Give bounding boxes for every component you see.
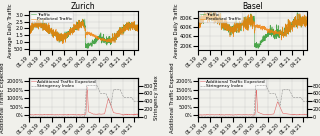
Traffic — [256, 48, 260, 49]
Title: Basel: Basel — [242, 2, 263, 11]
Additional Traffic Expected — [82, 114, 86, 115]
Traffic — [273, 32, 276, 34]
Traffic — [136, 29, 140, 30]
Predicted Traffic — [80, 22, 84, 24]
Stringency Index — [136, 100, 140, 102]
Predicted Traffic — [68, 33, 72, 35]
Traffic — [80, 21, 84, 22]
Predicted Traffic — [273, 32, 276, 33]
Predicted Traffic — [196, 24, 200, 25]
Additional Traffic Expected — [254, 89, 258, 91]
Additional Traffic Expected — [231, 114, 235, 116]
Additional Traffic Expected — [273, 111, 276, 112]
Traffic — [68, 31, 72, 32]
Additional Traffic Expected — [249, 114, 253, 116]
Predicted Traffic — [305, 22, 309, 24]
Title: Zurich: Zurich — [71, 2, 96, 11]
Predicted Traffic — [119, 34, 123, 35]
Predicted Traffic — [103, 40, 107, 42]
Line: Predicted Traffic: Predicted Traffic — [198, 8, 307, 40]
Additional Traffic Expected — [103, 110, 107, 111]
Stringency Index — [254, 85, 258, 86]
Legend: Traffic, Predicted Traffic: Traffic, Predicted Traffic — [199, 12, 242, 22]
Line: Traffic: Traffic — [198, 10, 307, 49]
Legend: Additional Traffic Expected, Stringency Index: Additional Traffic Expected, Stringency … — [199, 79, 266, 89]
Stringency Index — [84, 85, 88, 86]
Stringency Index — [305, 100, 309, 102]
Traffic — [249, 21, 253, 22]
Additional Traffic Expected — [68, 114, 72, 116]
Line: Predicted Traffic: Predicted Traffic — [29, 19, 138, 44]
Traffic — [27, 28, 31, 30]
Traffic — [305, 21, 309, 23]
Y-axis label: Additional Traffic Expected: Additional Traffic Expected — [170, 62, 175, 133]
Stringency Index — [27, 116, 31, 118]
Predicted Traffic — [27, 28, 31, 30]
Traffic — [256, 44, 260, 46]
Traffic — [83, 18, 87, 20]
Predicted Traffic — [288, 32, 292, 33]
Additional Traffic Expected — [119, 113, 123, 115]
Y-axis label: Stringency Index: Stringency Index — [154, 75, 159, 120]
Predicted Traffic — [82, 27, 86, 28]
Stringency Index — [87, 85, 91, 86]
Additional Traffic Expected — [85, 86, 89, 88]
Traffic — [87, 45, 91, 46]
Traffic — [288, 31, 292, 33]
Stringency Index — [80, 116, 84, 118]
Predicted Traffic — [249, 19, 253, 20]
Stringency Index — [237, 116, 241, 118]
Stringency Index — [119, 91, 123, 92]
Additional Traffic Expected — [196, 114, 200, 116]
Traffic — [237, 26, 241, 27]
Y-axis label: Additional Traffic Expected: Additional Traffic Expected — [0, 62, 5, 133]
Line: Additional Traffic Expected: Additional Traffic Expected — [198, 90, 307, 115]
Stringency Index — [251, 116, 255, 118]
Line: Stringency Index: Stringency Index — [29, 86, 138, 117]
Traffic — [86, 48, 90, 50]
Traffic — [196, 24, 200, 25]
Additional Traffic Expected — [27, 114, 31, 116]
Stringency Index — [273, 93, 276, 94]
Predicted Traffic — [136, 30, 140, 32]
Stringency Index — [82, 116, 86, 118]
Predicted Traffic — [87, 32, 91, 34]
Traffic — [119, 32, 123, 34]
Additional Traffic Expected — [237, 114, 241, 115]
Additional Traffic Expected — [136, 114, 140, 116]
Traffic — [82, 24, 86, 25]
Predicted Traffic — [60, 43, 64, 45]
Predicted Traffic — [251, 21, 255, 22]
Y-axis label: Average Daily Traffic: Average Daily Traffic — [174, 3, 179, 58]
Legend: Additional Traffic Expected, Stringency Index: Additional Traffic Expected, Stringency … — [30, 79, 96, 89]
Line: Additional Traffic Expected: Additional Traffic Expected — [29, 87, 138, 115]
Stringency Index — [288, 91, 292, 92]
Additional Traffic Expected — [87, 111, 91, 113]
Stringency Index — [256, 85, 260, 86]
Predicted Traffic — [38, 18, 42, 20]
Legend: Traffic, Predicted Traffic: Traffic, Predicted Traffic — [30, 12, 73, 22]
Predicted Traffic — [279, 39, 283, 41]
Predicted Traffic — [256, 24, 260, 26]
Traffic — [213, 9, 217, 10]
Predicted Traffic — [237, 27, 241, 29]
Traffic — [251, 16, 255, 17]
Stringency Index — [249, 116, 253, 118]
Stringency Index — [196, 116, 200, 118]
Additional Traffic Expected — [80, 114, 84, 116]
Stringency Index — [103, 93, 107, 94]
Stringency Index — [68, 116, 72, 118]
Additional Traffic Expected — [62, 114, 66, 116]
Additional Traffic Expected — [256, 112, 260, 113]
Additional Traffic Expected — [305, 114, 309, 115]
Traffic — [103, 38, 107, 40]
Additional Traffic Expected — [251, 114, 255, 116]
Y-axis label: Average Daily Traffic: Average Daily Traffic — [8, 3, 13, 58]
Line: Traffic: Traffic — [29, 19, 138, 49]
Predicted Traffic — [213, 7, 217, 9]
Line: Stringency Index: Stringency Index — [198, 86, 307, 117]
Additional Traffic Expected — [288, 114, 292, 115]
